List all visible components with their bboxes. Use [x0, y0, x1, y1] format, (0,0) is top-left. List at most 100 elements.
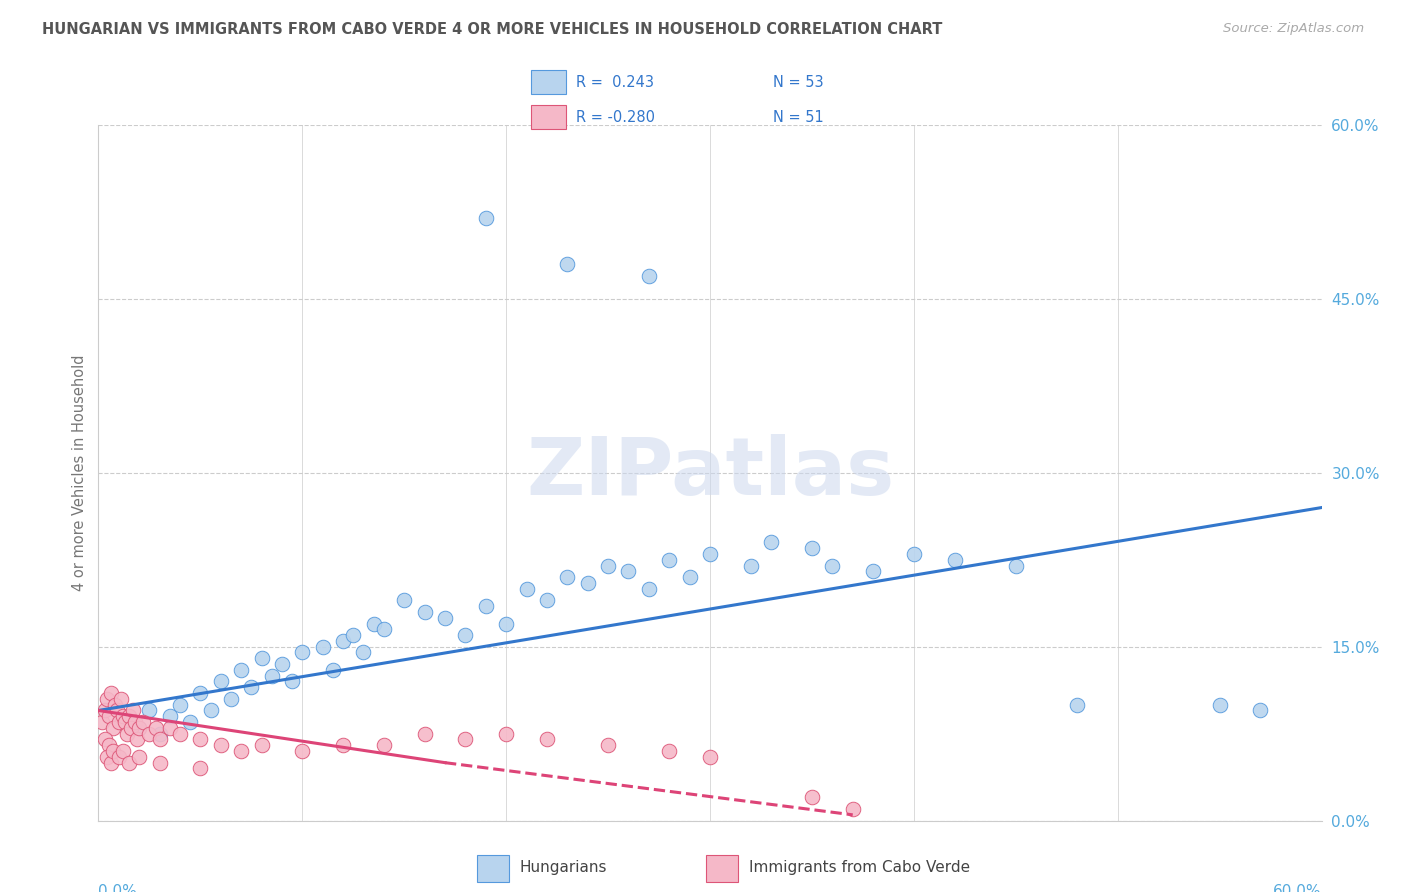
Point	[495, 726, 517, 740]
Point	[312, 640, 335, 654]
Point	[474, 211, 498, 225]
Point	[209, 674, 232, 689]
Point	[240, 680, 263, 694]
Point	[557, 257, 579, 271]
Text: ZIPatlas: ZIPatlas	[526, 434, 894, 512]
Point	[841, 802, 863, 816]
Point	[638, 582, 661, 596]
Point	[149, 726, 172, 740]
Point	[250, 651, 273, 665]
Point	[219, 692, 242, 706]
Text: N = 53: N = 53	[773, 75, 824, 90]
Point	[332, 739, 354, 753]
Text: N = 51: N = 51	[773, 110, 824, 125]
Point	[159, 721, 181, 735]
Point	[658, 744, 681, 758]
Bar	[477, 855, 509, 881]
Point	[159, 709, 181, 723]
Bar	[531, 105, 565, 129]
Point	[1208, 698, 1232, 712]
Text: Immigrants from Cabo Verde: Immigrants from Cabo Verde	[749, 860, 970, 875]
Point	[110, 692, 132, 706]
Text: R = -0.280: R = -0.280	[576, 110, 655, 125]
Point	[209, 739, 232, 753]
Point	[638, 268, 661, 283]
Point	[322, 663, 344, 677]
Point	[801, 541, 824, 555]
Point	[363, 616, 385, 631]
Point	[128, 721, 150, 735]
Point	[332, 633, 354, 648]
Point	[111, 709, 134, 723]
Point	[120, 721, 142, 735]
Point	[270, 657, 294, 671]
Point	[596, 558, 619, 573]
Point	[759, 535, 782, 549]
Point	[118, 756, 141, 770]
Point	[188, 732, 212, 747]
Point	[454, 628, 477, 642]
Point	[392, 593, 416, 607]
Point	[138, 703, 160, 717]
Point	[97, 739, 120, 753]
Point	[373, 623, 395, 637]
Point	[101, 721, 124, 735]
Point	[557, 570, 579, 584]
Point	[145, 721, 167, 735]
Point	[128, 721, 150, 735]
Point	[740, 558, 762, 573]
Text: 0.0%: 0.0%	[98, 885, 138, 892]
Point	[124, 715, 146, 730]
Point	[1249, 703, 1271, 717]
Bar	[706, 855, 738, 881]
Point	[250, 739, 273, 753]
Point	[231, 663, 253, 677]
Point	[679, 570, 702, 584]
Point	[127, 732, 149, 747]
Point	[454, 732, 477, 747]
Point	[291, 744, 314, 758]
Point	[862, 565, 884, 579]
Point	[433, 610, 456, 624]
Point	[903, 547, 925, 561]
Point	[122, 703, 145, 717]
Text: HUNGARIAN VS IMMIGRANTS FROM CABO VERDE 4 OR MORE VEHICLES IN HOUSEHOLD CORRELAT: HUNGARIAN VS IMMIGRANTS FROM CABO VERDE …	[42, 22, 942, 37]
Point	[179, 715, 201, 730]
Text: Source: ZipAtlas.com: Source: ZipAtlas.com	[1223, 22, 1364, 36]
Point	[536, 732, 558, 747]
Point	[100, 756, 122, 770]
Point	[699, 547, 721, 561]
Point	[100, 686, 122, 700]
Point	[536, 593, 558, 607]
Point	[96, 692, 118, 706]
Point	[114, 715, 136, 730]
Point	[128, 749, 150, 764]
Point	[260, 669, 283, 683]
Point	[108, 715, 131, 730]
Point	[1004, 558, 1026, 573]
Point	[188, 761, 212, 775]
Point	[231, 744, 253, 758]
Point	[149, 756, 172, 770]
Point	[474, 599, 498, 614]
Point	[91, 715, 114, 730]
Point	[93, 732, 115, 747]
Point	[516, 582, 538, 596]
Point	[111, 744, 134, 758]
Point	[101, 744, 124, 758]
Point	[115, 726, 138, 740]
Point	[617, 565, 640, 579]
Point	[104, 698, 127, 712]
Point	[132, 715, 155, 730]
Bar	[531, 70, 565, 95]
Point	[658, 552, 681, 567]
Point	[943, 552, 966, 567]
Point	[169, 698, 191, 712]
Text: 60.0%: 60.0%	[1274, 885, 1322, 892]
Point	[169, 726, 191, 740]
Point	[149, 732, 172, 747]
Point	[576, 576, 599, 591]
Point	[281, 674, 304, 689]
Point	[352, 646, 374, 660]
Point	[188, 686, 212, 700]
